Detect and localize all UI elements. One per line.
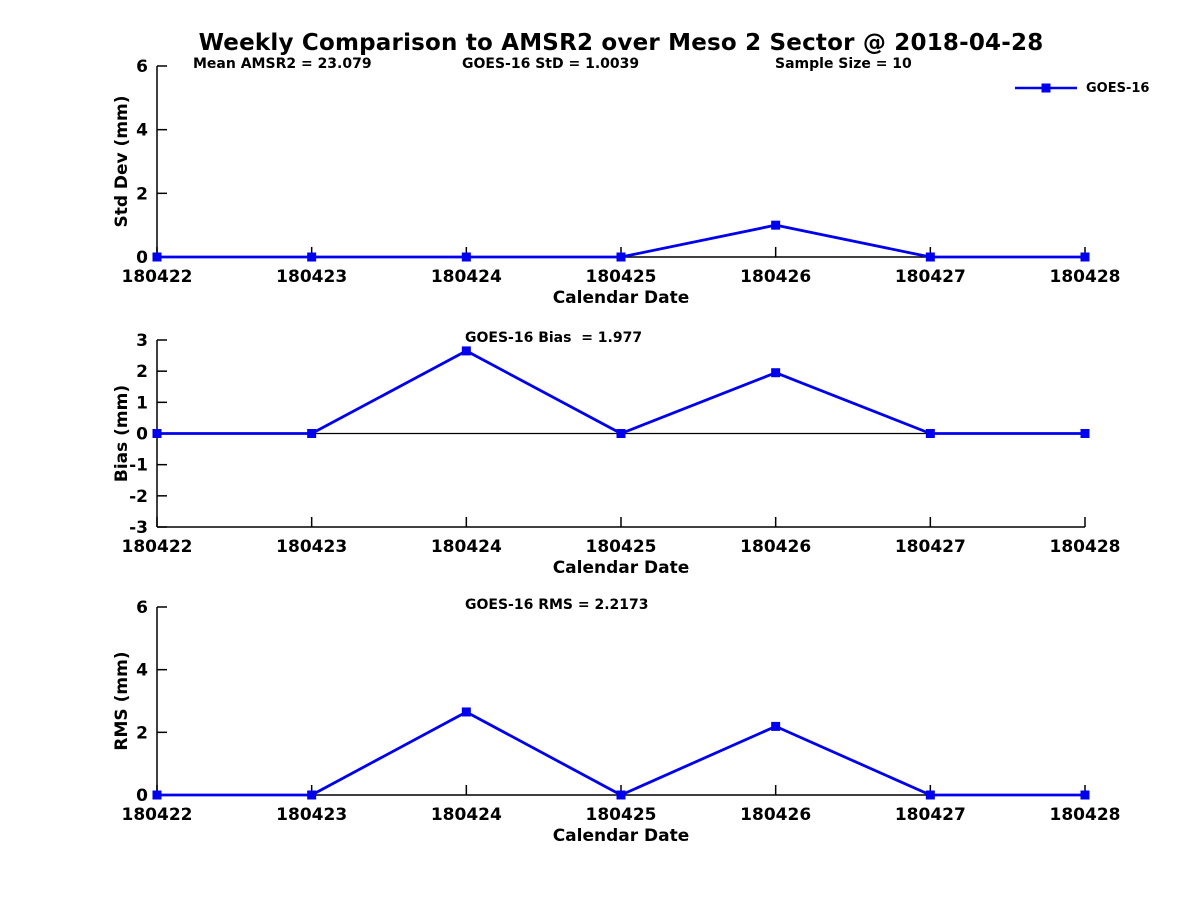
data-point-marker [925, 790, 935, 800]
annotation-goes16-std: GOES-16 StD = 1.0039 [462, 56, 640, 72]
data-point-marker [771, 368, 781, 378]
data-point-marker [771, 220, 781, 230]
legend-square-marker-icon [1041, 83, 1051, 93]
y-axis-label: RMS (mm) [112, 651, 132, 750]
y-tick-label: 4 [136, 661, 148, 681]
y-tick-label: -3 [129, 518, 148, 538]
legend: GOES-16 [1013, 80, 1149, 96]
y-tick-label: -2 [129, 487, 148, 507]
y-axis-label: Bias (mm) [112, 385, 132, 482]
x-tick-label: 180426 [740, 805, 811, 825]
y-tick-label: 2 [136, 723, 148, 743]
x-tick-label: 180425 [586, 537, 657, 557]
data-point-marker [925, 252, 935, 262]
y-tick-label: 2 [136, 184, 148, 204]
x-tick-label: 180424 [431, 805, 502, 825]
chart-title: Weekly Comparison to AMSR2 over Meso 2 S… [198, 30, 1044, 56]
y-axis-label: Std Dev (mm) [112, 95, 132, 227]
data-point-marker [307, 790, 317, 800]
data-point-marker [152, 790, 162, 800]
x-tick-label: 180423 [276, 267, 347, 287]
goes-16-data-line [157, 710, 1085, 797]
data-point-marker [616, 252, 626, 262]
x-tick-label: 180426 [740, 537, 811, 557]
x-tick-label: 180422 [122, 267, 193, 287]
x-axis-label: Calendar Date [553, 826, 690, 846]
data-point-marker [771, 721, 781, 731]
x-tick-label: 180422 [122, 537, 193, 557]
legend-label: GOES-16 [1086, 80, 1150, 96]
x-tick-label: 180422 [122, 805, 193, 825]
annotation-mean-amsr2: Mean AMSR2 = 23.079 [193, 56, 372, 72]
data-point-marker [1080, 429, 1090, 438]
x-tick-label: 180423 [276, 805, 347, 825]
y-tick-label: 0 [136, 425, 148, 445]
y-tick-label: 6 [136, 598, 148, 618]
data-point-marker [152, 429, 162, 438]
data-point-marker [307, 252, 317, 262]
y-tick-label: 2 [136, 362, 148, 382]
annotation-goes16-rms: GOES-16 RMS = 2.2173 [465, 597, 649, 613]
y-tick-label: 0 [136, 786, 148, 806]
x-tick-label: 180427 [895, 537, 966, 557]
y-tick-label: 3 [136, 331, 148, 351]
data-point-marker [461, 252, 471, 262]
goes-16-data-line [157, 349, 1085, 435]
annotation-goes16-bias: GOES-16 Bias = 1.977 [465, 330, 643, 346]
data-point-marker [461, 707, 471, 717]
x-tick-label: 180425 [586, 267, 657, 287]
data-point-marker [1080, 790, 1090, 800]
x-tick-label: 180428 [1050, 267, 1121, 287]
y-tick-label: -1 [129, 456, 148, 476]
data-point-marker [307, 429, 317, 438]
x-tick-label: 180427 [895, 805, 966, 825]
y-tick-label: 6 [136, 57, 148, 77]
annotation-sample-size: Sample Size = 10 [775, 56, 912, 72]
data-point-marker [925, 429, 935, 438]
data-point-marker [152, 252, 162, 262]
y-tick-label: 0 [136, 248, 148, 268]
y-tick-label: 4 [136, 121, 148, 141]
data-point-marker [616, 790, 626, 800]
std-dev-subplot: 0 2 4 6 180422 180423 180424 180425 180426 180427… [112, 57, 1120, 308]
x-tick-label: 180427 [895, 267, 966, 287]
x-tick-label: 180425 [586, 805, 657, 825]
x-tick-label: 180424 [431, 537, 502, 557]
x-axis-label: Calendar Date [553, 558, 690, 578]
legend-line-sample [1015, 83, 1077, 93]
data-point-marker [461, 346, 471, 356]
x-axis-label: Calendar Date [553, 288, 690, 308]
data-point-marker [616, 429, 626, 438]
rms-subplot: 0 2 4 6 180422 180423 180424 180425 180426 180427… [112, 598, 1120, 846]
x-tick-label: 180424 [431, 267, 502, 287]
x-tick-label: 180426 [740, 267, 811, 287]
y-tick-label: 1 [136, 393, 148, 413]
data-point-marker [1080, 252, 1090, 262]
x-tick-label: 180428 [1050, 537, 1121, 557]
x-tick-label: 180428 [1050, 805, 1121, 825]
x-tick-label: 180423 [276, 537, 347, 557]
